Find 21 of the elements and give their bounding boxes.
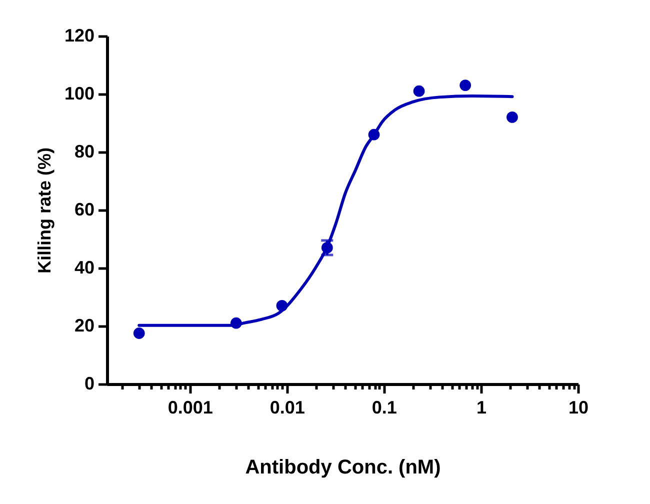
y-tick-label: 60 — [74, 200, 94, 220]
y-axis-title: Killing rate (%) — [34, 147, 54, 274]
y-tick-label: 20 — [74, 316, 94, 336]
y-tick-label: 100 — [64, 84, 94, 104]
point — [230, 317, 242, 329]
y-tick-label: 120 — [64, 26, 94, 46]
x-tick-label: 0.1 — [372, 398, 397, 418]
x-tick-label: 1 — [476, 398, 486, 418]
point — [506, 112, 518, 123]
point — [368, 128, 380, 140]
point — [460, 80, 472, 91]
y-tick-label: 0 — [84, 374, 94, 394]
point — [413, 85, 425, 97]
x-tick-label: 0.001 — [168, 398, 213, 418]
x-tick-label: 10 — [568, 398, 589, 418]
x-tick-label: 0.01 — [270, 398, 305, 418]
x-axis-title: Antibody Conc. (nM) — [245, 456, 441, 478]
y-tick-label: 80 — [74, 142, 94, 162]
y-tick-label: 40 — [74, 258, 94, 278]
point — [276, 300, 288, 312]
point — [321, 242, 333, 254]
